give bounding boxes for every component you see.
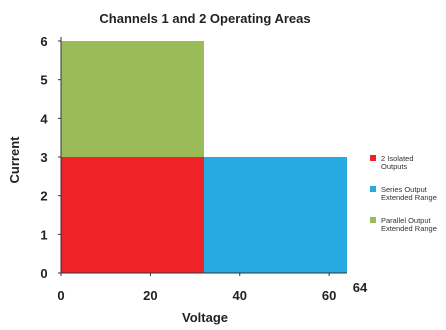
y-tick-label: 3 [40, 150, 47, 165]
x-max-tick-label: 64 [353, 280, 368, 295]
legend-swatch [370, 217, 376, 223]
legend-label: Parallel Output [381, 216, 432, 225]
chart-title: Channels 1 and 2 Operating Areas [99, 11, 310, 26]
y-tick-label: 1 [40, 227, 47, 242]
axes-layer [60, 37, 347, 274]
region-2 [61, 41, 204, 157]
legend-label: Extended Range [381, 224, 437, 233]
x-tick-label: 40 [233, 288, 247, 303]
legend-label: Outputs [381, 162, 408, 171]
region-1 [204, 157, 347, 273]
legend-swatch [370, 186, 376, 192]
x-axis-label: Voltage [182, 310, 228, 325]
y-tick-label: 0 [40, 266, 47, 281]
x-tick-label: 0 [57, 288, 64, 303]
x-tick-label: 20 [143, 288, 157, 303]
y-axis-label: Current [7, 136, 22, 184]
regions-layer [61, 41, 347, 273]
y-tick-label: 6 [40, 34, 47, 49]
y-tick-label: 4 [40, 111, 48, 126]
x-tick-label: 60 [322, 288, 336, 303]
region-0 [61, 157, 204, 273]
y-tick-label: 2 [40, 189, 47, 204]
y-tick-label: 5 [40, 73, 47, 88]
legend-label: Series Output [381, 185, 428, 194]
legend-swatch [370, 155, 376, 161]
legend-label: 2 Isolated [381, 154, 414, 163]
legend-label: Extended Range [381, 193, 437, 202]
